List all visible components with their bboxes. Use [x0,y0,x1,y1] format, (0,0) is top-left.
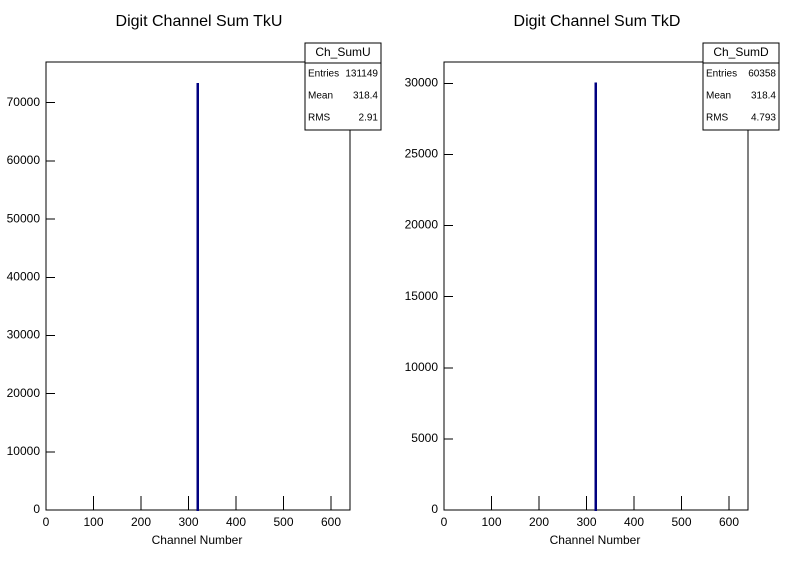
x-tick-label: 0 [43,515,50,529]
stats-value: 2.91 [359,113,379,124]
stats-value: 318.4 [353,91,378,102]
stats-label: Entries [706,69,737,80]
histogram-bar [594,82,598,511]
stats-label: RMS [308,113,331,124]
panel: Digit Channel Sum TkU 0 10000 20000 30000 400… [7,13,382,547]
x-axis-label: Channel Number [152,533,243,547]
stats-label: RMS [706,113,729,124]
x-axis-label: Channel Number [550,533,641,547]
stats-label: Mean [706,91,731,102]
x-tick-label: 500 [273,515,293,529]
y-tick-label: 20000 [7,386,41,400]
stats-value: 131149 [345,69,378,80]
y-tick-label: 15000 [405,289,439,303]
x-tick-label: 600 [719,515,739,529]
y-tick-label: 30000 [7,328,41,342]
y-tick-label: 0 [33,502,40,516]
x-tick-label: 600 [321,515,341,529]
stats-value: 318.4 [751,91,776,102]
x-tick-label: 100 [481,515,501,529]
x-tick-label: 100 [83,515,103,529]
chart-title: Digit Channel Sum TkD [514,13,681,30]
y-tick-label: 10000 [7,444,41,458]
x-tick-label: 200 [131,515,151,529]
x-tick-label: 500 [671,515,691,529]
histogram-bar [196,82,200,511]
stats-name: Ch_SumU [315,45,370,59]
y-tick-label: 0 [431,502,438,516]
y-tick-label: 40000 [7,269,41,283]
y-tick-label: 5000 [411,431,438,445]
y-tick-label: 70000 [7,95,41,109]
x-tick-label: 300 [178,515,198,529]
x-tick-label: 200 [529,515,549,529]
x-tick-label: 400 [226,515,246,529]
stats-value: 4.793 [751,113,776,124]
y-tick-label: 30000 [405,76,439,90]
stats-label: Mean [308,91,333,102]
stats-value: 60358 [748,69,776,80]
stats-box [702,42,780,131]
panel: Digit Channel Sum TkD0500010000150002000… [405,13,780,547]
y-tick-label: 10000 [405,360,439,374]
chart-title: Digit Channel Sum TkU [116,13,283,30]
x-tick-label: 300 [576,515,596,529]
y-tick-label: 25000 [405,147,439,161]
stats-box [304,42,382,131]
y-tick-label: 60000 [7,153,41,167]
stats-label: Entries [308,69,339,80]
stats-name: Ch_SumD [713,45,769,59]
y-tick-label: 50000 [7,211,41,225]
y-tick-label: 20000 [405,218,439,232]
x-tick-label: 400 [624,515,644,529]
x-tick-label: 0 [441,515,448,529]
